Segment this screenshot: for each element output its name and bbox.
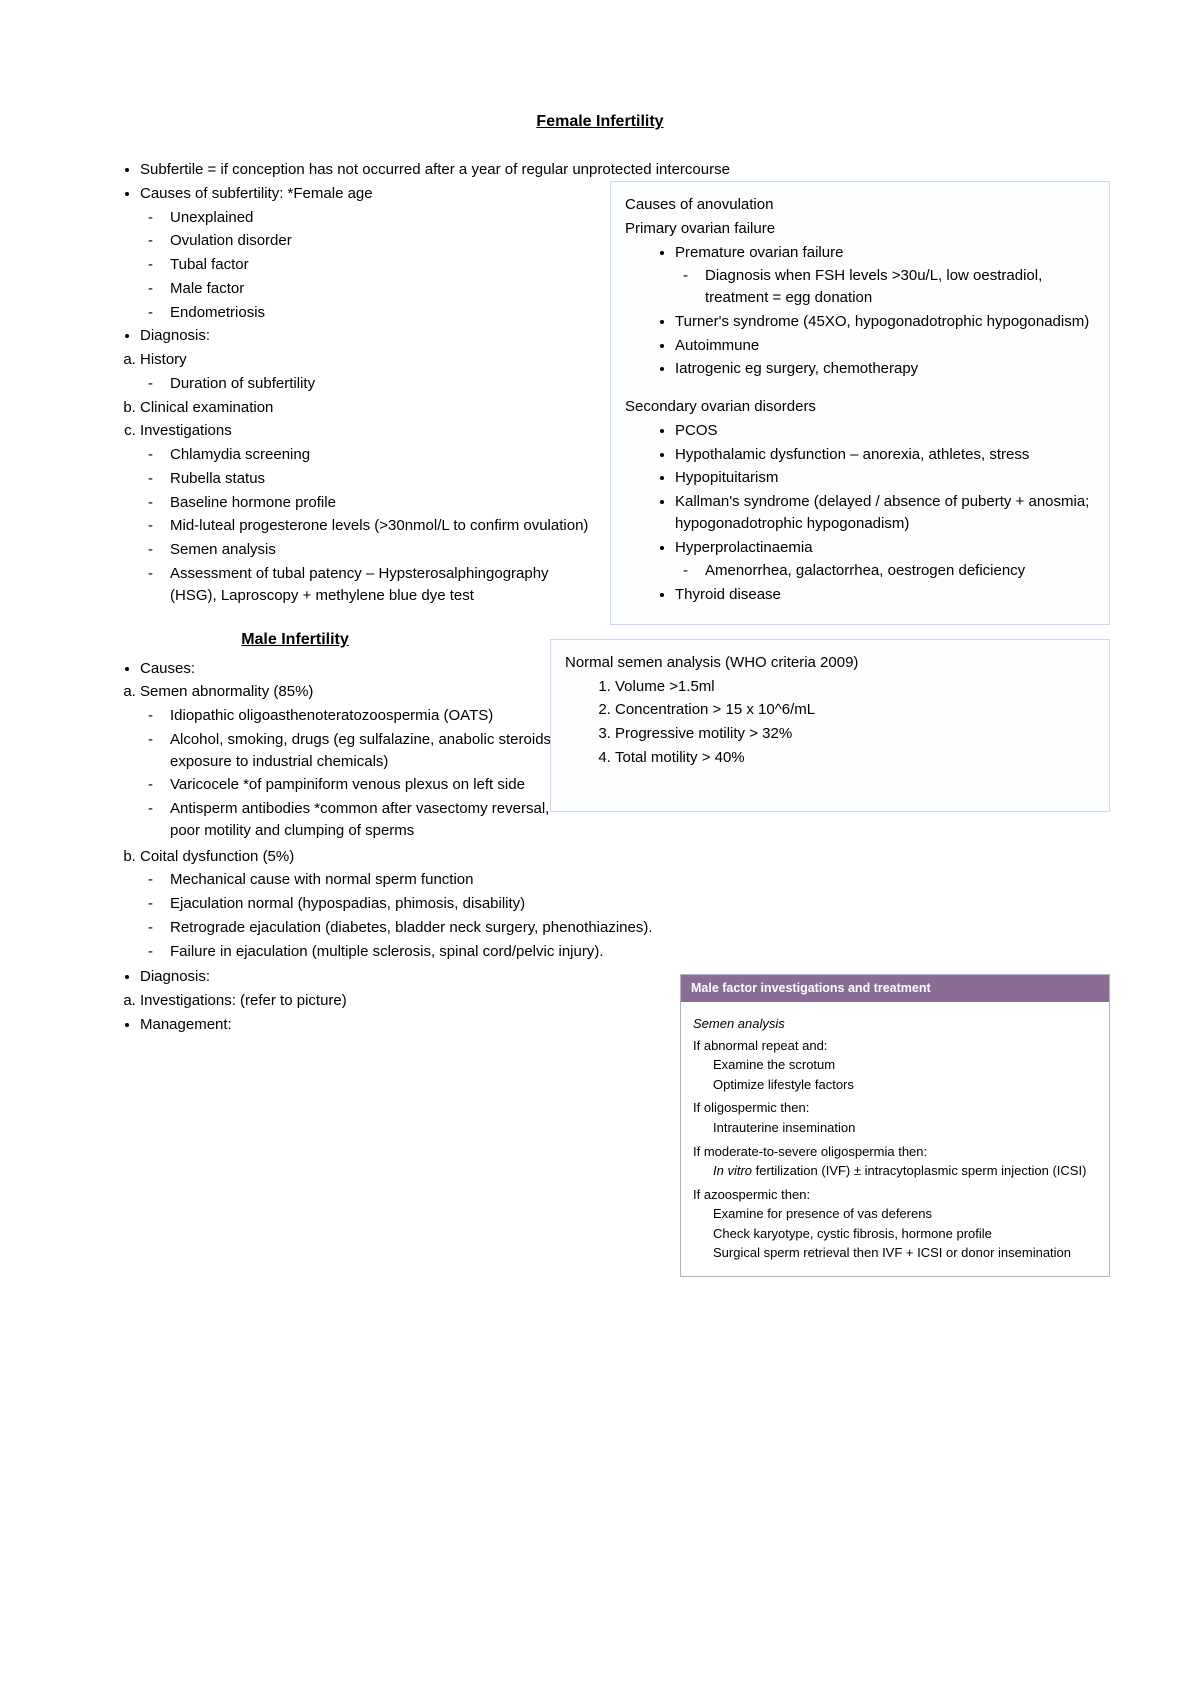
male-b-item: Mechanical cause with normal sperm funct… — [170, 869, 680, 891]
anov-secondary-item: PCOS — [675, 420, 1095, 442]
female-diag-a: History Duration of subfertility — [140, 349, 590, 395]
anov-secondary-item: Kallman's syndrome (delayed / absence of… — [675, 491, 1095, 535]
semen-item: Total motility > 40% — [615, 747, 1095, 769]
female-diagnosis-label: Diagnosis: — [140, 325, 590, 347]
female-diag-c: Investigations Chlamydia screening Rubel… — [140, 420, 590, 606]
male-b-item: Ejaculation normal (hypospadias, phimosi… — [170, 893, 680, 915]
female-cause-item: Ovulation disorder — [170, 230, 590, 252]
female-causes-heading: Causes of subfertility: *Female age Unex… — [140, 183, 590, 324]
male-box-oligo-item: Intrauterine insemination — [713, 1119, 1097, 1137]
male-box-modsev-item: In vitro fertilization (IVF) ± intracyto… — [713, 1162, 1097, 1180]
male-cause-b: Coital dysfunction (5%) Mechanical cause… — [140, 846, 1110, 963]
female-cause-item: Male factor — [170, 278, 590, 300]
male-box-azoo-item: Check karyotype, cystic fibrosis, hormon… — [713, 1225, 1097, 1243]
male-diag-a: Investigations: (refer to picture) — [140, 990, 590, 1012]
female-section-row: Subfertile = if conception has not occur… — [90, 157, 1110, 843]
anov-primary-item: Turner's syndrome (45XO, hypogonadotroph… — [675, 311, 1095, 333]
semen-analysis-box: Normal semen analysis (WHO criteria 2009… — [550, 639, 1110, 812]
male-box-semen: Semen analysis — [693, 1015, 1097, 1033]
male-causes-label: Causes: — [140, 658, 590, 680]
anov-primary-sub: Diagnosis when FSH levels >30u/L, low oe… — [705, 265, 1095, 309]
female-diag-c-item: Chlamydia screening — [170, 444, 590, 466]
male-cause-a-label: Semen abnormality (85%) — [140, 683, 313, 700]
anov-primary-item: Premature ovarian failure Diagnosis when… — [675, 242, 1095, 309]
male-bottom-left: Diagnosis: Investigations: (refer to pic… — [90, 964, 590, 1037]
female-diag-c-item: Assessment of tubal patency – Hypsterosa… — [170, 563, 590, 607]
male-a-item: Varicocele *of pampiniform venous plexus… — [170, 774, 560, 796]
male-bottom-row: Diagnosis: Investigations: (refer to pic… — [90, 964, 1110, 1276]
male-box-oligo-head: If oligospermic then: — [693, 1099, 1097, 1117]
female-cause-item: Unexplained — [170, 207, 590, 229]
page-title-female: Female Infertility — [90, 110, 1110, 133]
male-a-item: Alcohol, smoking, drugs (eg sulfalazine,… — [170, 729, 560, 773]
female-diag-c-item: Semen analysis — [170, 539, 590, 561]
female-cause-item: Tubal factor — [170, 254, 590, 276]
male-box-modsev-head: If moderate-to-severe oligospermia then: — [693, 1143, 1097, 1161]
male-b-item: Retrograde ejaculation (diabetes, bladde… — [170, 917, 680, 939]
male-box-modsev-rest: fertilization (IVF) ± intracytoplasmic s… — [752, 1163, 1086, 1178]
male-diagnosis-label: Diagnosis: — [140, 966, 590, 988]
anov-secondary-item: Hypothalamic dysfunction – anorexia, ath… — [675, 444, 1095, 466]
male-box-abn-item: Optimize lifestyle factors — [713, 1076, 1097, 1094]
female-diag-a-item: Duration of subfertility — [170, 373, 590, 395]
male-cause-a: Semen abnormality (85%) Idiopathic oligo… — [140, 681, 590, 841]
male-b-item: Failure in ejaculation (multiple scleros… — [170, 941, 680, 963]
anov-secondary-text: Hyperprolactinaemia — [675, 539, 813, 556]
semen-item: Concentration > 15 x 10^6/mL — [615, 699, 1095, 721]
male-box-azoo-item: Surgical sperm retrieval then IVF + ICSI… — [713, 1244, 1097, 1262]
male-cause-b-label: Coital dysfunction (5%) — [140, 848, 294, 865]
male-box-azoo-head: If azoospermic then: — [693, 1186, 1097, 1204]
female-diag-c-label: Investigations — [140, 422, 232, 439]
female-left-column: Subfertile = if conception has not occur… — [90, 157, 590, 843]
male-investigations-box: Male factor investigations and treatment… — [680, 974, 1110, 1276]
anovulation-box: Causes of anovulation Primary ovarian fa… — [610, 181, 1110, 625]
anov-primary-item: Autoimmune — [675, 335, 1095, 357]
female-right-column: Causes of anovulation Primary ovarian fa… — [610, 157, 1110, 826]
female-diag-c-item: Mid-luteal progesterone levels (>30nmol/… — [170, 515, 590, 537]
semen-box-title: Normal semen analysis (WHO criteria 2009… — [565, 652, 1095, 674]
male-bottom-right: Male factor investigations and treatment… — [610, 964, 1110, 1276]
anov-secondary-item: Thyroid disease — [675, 584, 1095, 606]
anov-h1: Causes of anovulation — [625, 194, 1095, 216]
anov-secondary-item: Hypopituitarism — [675, 467, 1095, 489]
semen-item: Volume >1.5ml — [615, 676, 1095, 698]
anov-primary-text: Premature ovarian failure — [675, 244, 843, 261]
female-diag-a-label: History — [140, 351, 187, 368]
page-title-male: Male Infertility — [0, 628, 590, 651]
female-diag-c-item: Rubella status — [170, 468, 590, 490]
male-a-item: Idiopathic oligoasthenoteratozoospermia … — [170, 705, 560, 727]
anov-h3: Secondary ovarian disorders — [625, 396, 1095, 418]
female-causes-label: Causes of subfertility: *Female age — [140, 185, 373, 202]
male-box-body: Semen analysis If abnormal repeat and: E… — [681, 1002, 1109, 1276]
male-box-abn-head: If abnormal repeat and: — [693, 1037, 1097, 1055]
male-a-item: Antisperm antibodies *common after vasec… — [170, 798, 560, 842]
female-diag-c-item: Baseline hormone profile — [170, 492, 590, 514]
male-box-abn-item: Examine the scrotum — [713, 1056, 1097, 1074]
anov-secondary-item: Hyperprolactinaemia Amenorrhea, galactor… — [675, 537, 1095, 583]
female-cause-item: Endometriosis — [170, 302, 590, 324]
female-diag-b: Clinical examination — [140, 397, 590, 419]
male-management-label: Management: — [140, 1014, 590, 1036]
anov-primary-item: Iatrogenic eg surgery, chemotherapy — [675, 358, 1095, 380]
male-box-header: Male factor investigations and treatment — [681, 975, 1109, 1002]
male-box-modsev-ital: In vitro — [713, 1163, 752, 1178]
semen-item: Progressive motility > 32% — [615, 723, 1095, 745]
male-box-azoo-item: Examine for presence of vas deferens — [713, 1205, 1097, 1223]
anov-secondary-sub: Amenorrhea, galactorrhea, oestrogen defi… — [705, 560, 1095, 582]
anov-h2: Primary ovarian failure — [625, 218, 1095, 240]
